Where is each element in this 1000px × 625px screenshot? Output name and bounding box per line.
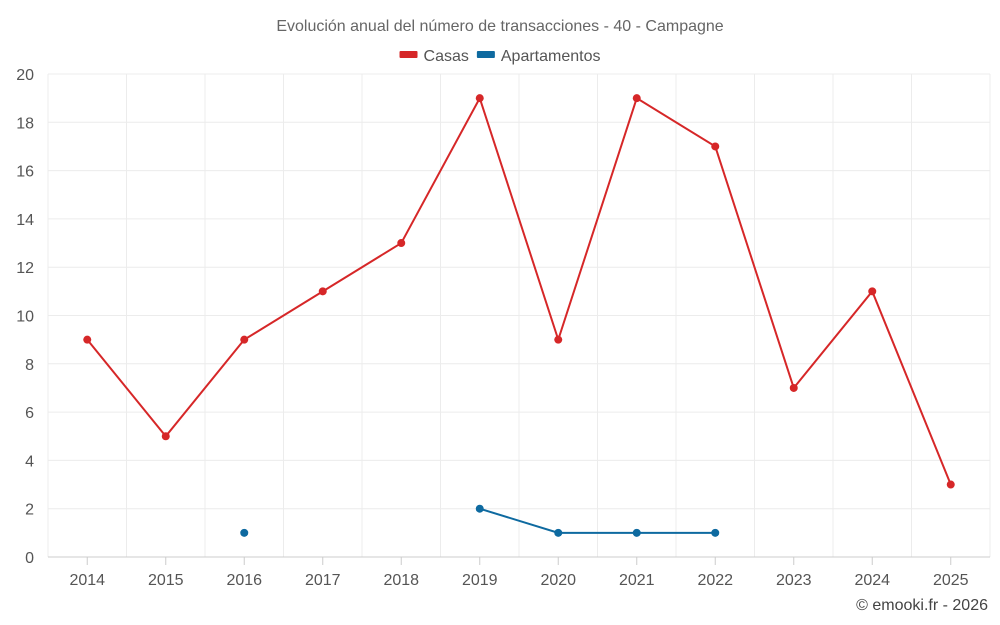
- x-tick-label: 2024: [854, 572, 890, 589]
- data-point[interactable]: [946, 480, 955, 489]
- y-tick-label: 20: [16, 67, 34, 84]
- legend-item-apartamentos[interactable]: Apartamentos: [476, 48, 601, 65]
- legend: Casas Apartamentos: [399, 48, 601, 65]
- data-point[interactable]: [632, 94, 641, 103]
- legend-label: Casas: [424, 48, 469, 65]
- x-tick-label: 2022: [697, 572, 733, 589]
- data-point[interactable]: [397, 239, 406, 248]
- series-layer: [83, 94, 955, 537]
- data-point[interactable]: [475, 94, 484, 103]
- data-point[interactable]: [554, 528, 563, 537]
- series-casas: [83, 94, 955, 489]
- y-tick-label: 8: [25, 357, 34, 374]
- y-tick-label: 10: [16, 309, 34, 326]
- x-tick-label: 2023: [776, 572, 812, 589]
- series-line: [479, 507, 716, 534]
- x-tick-label: 2017: [305, 572, 341, 589]
- x-tick-label: 2016: [226, 572, 262, 589]
- series-apartamentos: [240, 504, 720, 537]
- x-tick-label: 2018: [383, 572, 419, 589]
- grid: [47, 73, 991, 558]
- legend-swatch: [476, 51, 495, 58]
- x-tick-label: 2015: [148, 572, 184, 589]
- data-point[interactable]: [789, 383, 798, 392]
- data-point[interactable]: [632, 528, 641, 537]
- data-point[interactable]: [711, 142, 720, 151]
- credit-text: © emooki.fr - 2026: [856, 597, 988, 614]
- chart-title: Evolución anual del número de transaccio…: [276, 18, 723, 35]
- y-tick-label: 18: [16, 115, 34, 132]
- data-point[interactable]: [318, 287, 327, 296]
- data-point[interactable]: [240, 528, 249, 537]
- legend-swatch: [399, 51, 418, 58]
- y-tick-label: 0: [25, 550, 34, 567]
- series-line: [86, 95, 952, 485]
- y-axis: 0 2 4 6 8 10 12 14 16 18 20: [16, 67, 34, 567]
- x-axis: 2014 2015 2016 2017 2018 2019 2020 2021 2022 2023…: [69, 557, 969, 589]
- legend-item-casas[interactable]: Casas: [399, 48, 469, 65]
- data-point[interactable]: [475, 504, 484, 513]
- data-point[interactable]: [868, 287, 877, 296]
- legend-label: Apartamentos: [501, 48, 601, 65]
- y-tick-label: 16: [16, 164, 34, 181]
- x-tick-label: 2014: [69, 572, 105, 589]
- data-point[interactable]: [161, 432, 170, 441]
- y-tick-label: 14: [16, 212, 34, 229]
- data-point[interactable]: [240, 335, 249, 344]
- y-tick-label: 2: [25, 502, 34, 519]
- x-tick-label: 2025: [933, 572, 969, 589]
- y-tick-label: 4: [25, 453, 34, 470]
- data-point[interactable]: [711, 528, 720, 537]
- data-point[interactable]: [83, 335, 92, 344]
- y-tick-label: 6: [25, 405, 34, 422]
- y-tick-label: 12: [16, 260, 34, 277]
- data-point[interactable]: [554, 335, 563, 344]
- x-tick-label: 2019: [462, 572, 498, 589]
- x-tick-label: 2021: [619, 572, 655, 589]
- x-tick-label: 2020: [540, 572, 576, 589]
